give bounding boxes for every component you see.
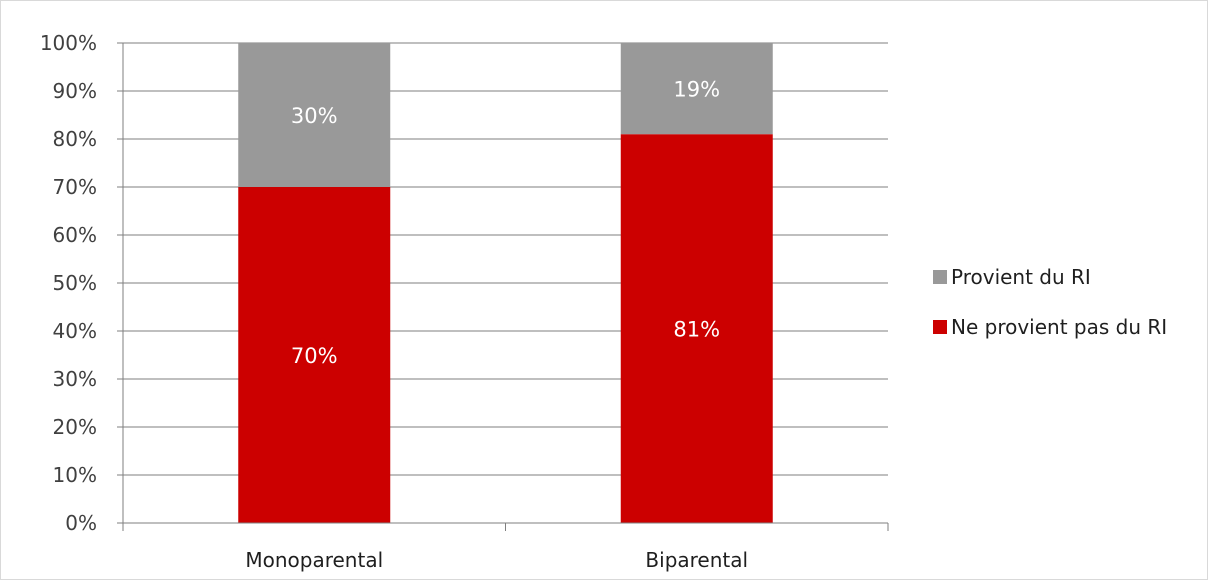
y-tick-label: 60%: [53, 223, 97, 247]
bar-biparental-series-1: [620, 43, 773, 135]
gridlines: [123, 42, 888, 524]
bars: [238, 43, 773, 523]
y-tick-label: 70%: [53, 175, 97, 199]
x-category-labels: Monoparental Biparental: [245, 548, 748, 572]
y-tick-label: 10%: [53, 463, 97, 487]
y-tick-label: 90%: [53, 79, 97, 103]
legend-label: Provient du RI: [951, 265, 1091, 289]
y-tick-label: 40%: [53, 319, 97, 343]
y-tick-label: 100%: [40, 31, 97, 55]
y-tick-label: 20%: [53, 415, 97, 439]
x-category-label: Monoparental: [245, 548, 383, 572]
legend-label: Ne provient pas du RI: [951, 315, 1167, 339]
y-tick-label: 50%: [53, 271, 97, 295]
data-labels: 70% 30% 81% 19%: [291, 78, 720, 368]
y-tick-labels: 0% 10% 20% 30% 40% 50% 60% 70% 80% 90% 100%: [40, 31, 97, 535]
axes: [117, 42, 889, 531]
legend-swatch: [933, 320, 947, 334]
data-label: 81%: [673, 318, 720, 342]
y-tick-label: 0%: [65, 511, 97, 535]
data-label: 70%: [291, 344, 338, 368]
bar-monoparental-series-1: [238, 43, 391, 187]
y-tick-label: 30%: [53, 367, 97, 391]
legend: Provient du RI Ne provient pas du RI: [933, 265, 1167, 339]
bar-monoparental-series-0: [238, 187, 391, 523]
y-tick-label: 80%: [53, 127, 97, 151]
bar-biparental-series-0: [620, 134, 773, 523]
legend-swatch: [933, 270, 947, 284]
x-category-label: Biparental: [645, 548, 748, 572]
data-label: 19%: [673, 78, 720, 102]
data-label: 30%: [291, 104, 338, 128]
